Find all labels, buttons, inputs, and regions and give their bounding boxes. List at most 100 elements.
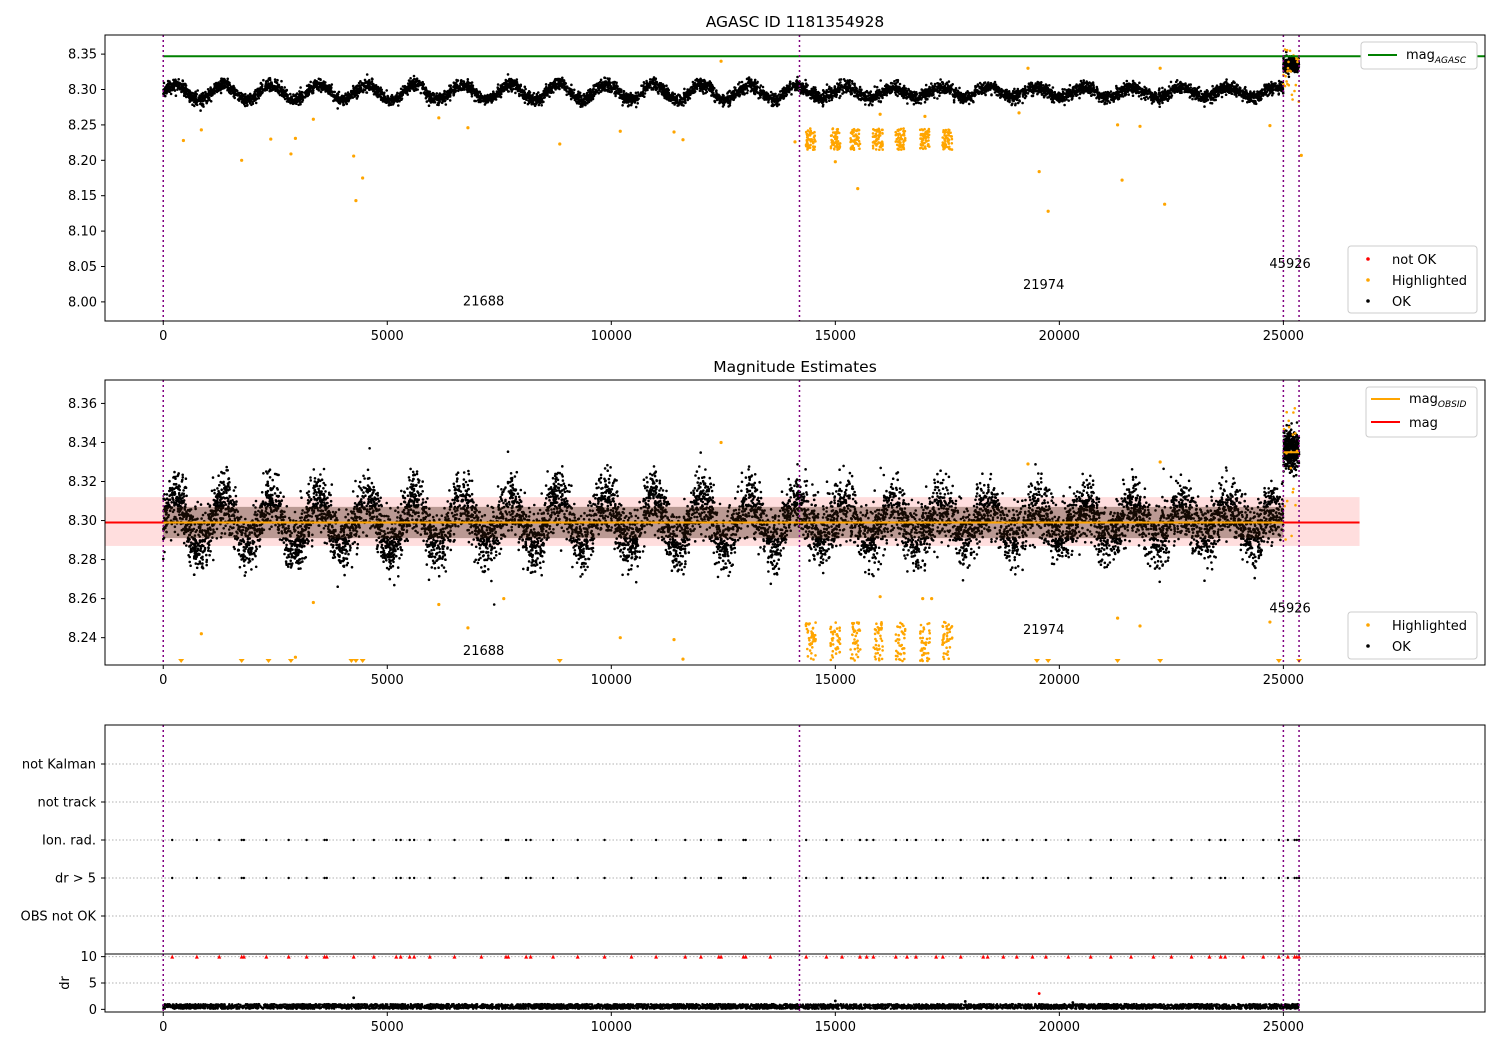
y-tick-label: 8.05 <box>68 260 97 275</box>
flag-point <box>408 838 411 842</box>
category-label: Ion. rad. <box>42 834 96 849</box>
dr-capped-marker <box>479 954 484 959</box>
flag-point <box>630 876 633 880</box>
flag-point <box>1170 876 1173 880</box>
dr-capped-marker <box>394 954 399 959</box>
flag-point <box>218 876 221 880</box>
flag-point <box>504 838 508 842</box>
y-tick-label: 8.34 <box>68 436 97 451</box>
dr-capped-marker <box>1285 954 1290 959</box>
dr-capped-marker <box>1066 954 1071 959</box>
clipped-marker <box>178 659 185 663</box>
dr-capped-marker <box>351 954 356 959</box>
flag-point <box>603 876 606 880</box>
flag-point <box>1241 838 1245 842</box>
flag-point <box>719 876 723 880</box>
highlighted-point <box>437 116 441 120</box>
flag-point <box>1262 876 1265 880</box>
flag-point <box>905 876 909 880</box>
flag-point <box>865 838 868 842</box>
flag-point <box>858 876 862 880</box>
dr-capped-marker <box>654 954 659 959</box>
x-tick-label: 25000 <box>1263 1020 1304 1035</box>
panel2-y-axis: 8.24 8.26 8.28 8.30 8.32 8.34 8.36 <box>68 397 105 646</box>
dr-capped-marker <box>1169 954 1174 959</box>
y-tick-label: 8.25 <box>68 118 97 133</box>
flag-point <box>717 838 721 842</box>
flag-point <box>1129 838 1133 842</box>
highlighted-point <box>293 655 298 659</box>
flag-point <box>395 876 398 880</box>
y-tick-label: 10 <box>80 950 97 965</box>
highlighted-point <box>354 199 358 203</box>
flag-point <box>352 838 355 842</box>
flag-point <box>934 838 938 842</box>
flag-point <box>171 838 174 842</box>
flag-point <box>1129 876 1133 880</box>
mag-estimates-panel: Magnitude Estimates 21688 21974 45926 0 500… <box>68 358 1486 688</box>
dr-capped-marker <box>629 954 634 959</box>
dr-capped-marker <box>768 954 773 959</box>
flag-point <box>576 876 579 880</box>
dr-capped-marker <box>506 954 511 959</box>
clipped-marker <box>556 659 563 663</box>
x-tick-label: 25000 <box>1263 673 1304 688</box>
obsid-label: 21688 <box>463 294 504 309</box>
highlighted-point <box>618 636 622 640</box>
highlighted-point <box>181 138 186 143</box>
flag-point <box>352 876 355 880</box>
y-tick-label: 8.26 <box>68 592 97 607</box>
highlighted-point <box>289 152 293 156</box>
flag-point <box>840 838 844 842</box>
highlighted-point <box>1299 153 1303 157</box>
panel4-marks <box>162 954 1302 1012</box>
y-tick-label: 8.36 <box>68 397 97 412</box>
flag-point <box>1109 838 1113 842</box>
panel4-gridlines <box>105 956 1485 984</box>
flag-point <box>1241 876 1245 880</box>
dr-capped-marker <box>981 954 986 959</box>
flag-point <box>699 876 703 880</box>
flag-point <box>654 838 658 842</box>
flag-point <box>265 838 268 842</box>
highlighted-point <box>921 597 925 601</box>
flag-point <box>399 838 402 842</box>
flag-point <box>959 876 962 880</box>
dr-capped-marker <box>857 954 862 959</box>
highlighted-clusters <box>804 48 1301 152</box>
flag-point <box>240 876 243 880</box>
dr-capped-marker <box>1276 954 1281 959</box>
flag-point <box>529 838 532 842</box>
dr-capped-marker <box>913 954 918 959</box>
flag-point <box>744 838 747 842</box>
flag-point <box>986 876 989 880</box>
flag-point <box>265 876 268 880</box>
highlighted-point <box>719 59 723 63</box>
flag-point <box>576 838 579 842</box>
flag-point <box>1295 838 1299 842</box>
flag-point <box>1152 838 1155 842</box>
panel4-y-axis: 0 5 10 <box>80 950 105 1018</box>
category-label: not track <box>37 796 96 811</box>
dr-capped-marker <box>824 954 829 959</box>
flag-point <box>1031 876 1034 880</box>
clipped-marker <box>1157 659 1164 663</box>
dr-capped-marker <box>286 954 291 959</box>
flag-point <box>654 876 658 880</box>
x-tick-label: 5000 <box>371 1020 404 1035</box>
flag-point <box>684 876 687 880</box>
x-tick-label: 10000 <box>591 1020 632 1035</box>
dr-capped-marker <box>1151 954 1156 959</box>
highlighted-point <box>930 597 934 601</box>
obsid-label: 45926 <box>1269 601 1310 616</box>
flag-point <box>242 876 246 880</box>
flag-point <box>894 876 898 880</box>
dr-capped-marker <box>1223 954 1228 959</box>
y-tick-label: 0 <box>89 1003 97 1018</box>
clipped-marker <box>359 659 366 663</box>
flag-point <box>218 838 221 842</box>
flag-point <box>453 838 456 842</box>
dr-capped-marker <box>452 954 457 959</box>
flag-point <box>858 838 862 842</box>
dr-capped-marker <box>241 954 246 959</box>
